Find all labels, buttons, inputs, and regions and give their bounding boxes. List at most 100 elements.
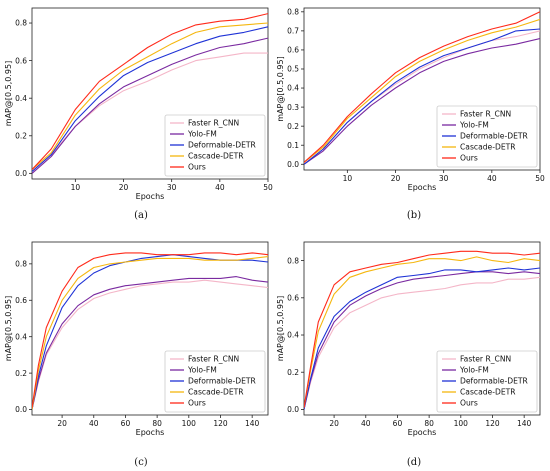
y-tick-label: 0.8 xyxy=(15,260,27,269)
y-tick-label: 0.0 xyxy=(287,405,299,414)
x-tick-label: 60 xyxy=(121,419,131,428)
series-line-cascade-detr xyxy=(304,18,540,163)
panel-caption: (b) xyxy=(407,210,421,221)
legend-label: Yolo-FM xyxy=(459,121,489,130)
y-tick-label: 0.0 xyxy=(15,169,27,178)
x-axis-label: Epochs xyxy=(408,183,437,192)
y-tick-label: 0.8 xyxy=(287,8,299,17)
y-tick-label: 0.2 xyxy=(287,368,299,377)
series-line-cascade-detr xyxy=(304,256,540,408)
chart-panel-b: 0.0 0.1 0.2 0.3 0.4 0.5 0.6 0.7 0.8 10 20 30 40 50 Epo… xyxy=(276,8,545,221)
legend-label: Deformable-DETR xyxy=(460,132,529,141)
x-tick-label: 20 xyxy=(57,419,67,428)
series-line-deformable-detr xyxy=(32,26,268,172)
x-tick-label: 120 xyxy=(485,419,500,428)
legend-label: Ours xyxy=(460,154,478,163)
legend-box xyxy=(436,350,538,413)
y-tick-label: 0.4 xyxy=(15,94,27,103)
x-tick-label: 20 xyxy=(391,174,401,183)
x-tick-label: 140 xyxy=(517,419,532,428)
y-tick-label: 0.2 xyxy=(15,131,27,140)
x-tick-label: 20 xyxy=(119,183,129,192)
legend-label: Faster R_CNN xyxy=(460,110,511,119)
legend-label: Ours xyxy=(460,399,478,408)
x-tick-label: 40 xyxy=(89,419,99,428)
y-axis-label: mAP@[0.5,0.95] xyxy=(4,296,13,361)
series-line-yolo-fm xyxy=(304,37,540,165)
x-tick-label: 60 xyxy=(393,419,403,428)
y-tick-label: 0.7 xyxy=(287,27,299,36)
legend-label: Cascade-DETR xyxy=(460,143,516,152)
y-tick-label: 0.0 xyxy=(287,160,299,169)
x-tick-label: 50 xyxy=(263,183,273,192)
x-tick-label: 80 xyxy=(152,419,162,428)
legend-box xyxy=(436,105,538,168)
y-tick-label: 0.6 xyxy=(15,56,27,65)
y-axis-label: mAP@[0.5,0.95] xyxy=(276,296,285,361)
x-tick-label: 100 xyxy=(454,419,469,428)
x-tick-label: 10 xyxy=(71,183,81,192)
y-tick-label: 0.2 xyxy=(287,122,299,131)
series-line-yolo-fm xyxy=(32,276,268,410)
y-tick-label: 0.3 xyxy=(287,103,299,112)
y-tick-label: 0.4 xyxy=(287,331,299,340)
legend-box xyxy=(164,114,266,177)
legend-label: Yolo-FM xyxy=(187,366,217,375)
panel-caption: (d) xyxy=(407,457,421,468)
x-tick-label: 40 xyxy=(215,183,225,192)
y-tick-label: 0.2 xyxy=(15,369,27,378)
legend-label: Deformable-DETR xyxy=(188,141,257,150)
series-line-yolo-fm xyxy=(304,271,540,410)
series-line-faster-r-cnn xyxy=(32,279,268,410)
series-line-cascade-detr xyxy=(32,256,268,410)
y-tick-label: 0.6 xyxy=(15,296,27,305)
panel-caption: (c) xyxy=(134,457,148,468)
legend-label: Deformable-DETR xyxy=(188,377,257,386)
legend-box xyxy=(164,350,266,413)
series-line-yolo-fm xyxy=(32,37,268,174)
legend-label: Yolo-FM xyxy=(459,366,489,375)
legend-label: Faster R_CNN xyxy=(460,355,511,364)
x-tick-label: 30 xyxy=(439,174,449,183)
chart-panel-d: 0.0 0.2 0.4 0.6 0.8 20 40 60 80 100 120 140 Epochs mA… xyxy=(276,241,541,468)
series-line-cascade-detr xyxy=(32,22,268,171)
x-axis-label: Epochs xyxy=(408,428,437,437)
series-line-deformable-detr xyxy=(304,28,540,165)
y-tick-label: 0.8 xyxy=(287,256,299,265)
chart-panel-c: 0.0 0.2 0.4 0.6 0.8 20 40 60 80 100 120 140 Epochs mA… xyxy=(4,241,269,468)
x-axis-label: Epochs xyxy=(136,192,165,201)
x-tick-label: 20 xyxy=(329,419,339,428)
series-line-deformable-detr xyxy=(304,267,540,410)
y-tick-label: 0.6 xyxy=(287,46,299,55)
legend-label: Ours xyxy=(188,163,206,172)
x-tick-label: 40 xyxy=(361,419,371,428)
chart-panel-a: 0.0 0.2 0.4 0.6 0.8 10 20 30 40 50 Epochs mAP@[0.5,… xyxy=(4,7,273,221)
y-tick-label: 0.8 xyxy=(15,19,27,28)
legend-label: Cascade-DETR xyxy=(460,388,516,397)
x-tick-label: 10 xyxy=(343,174,353,183)
x-tick-label: 50 xyxy=(535,174,545,183)
series-line-ours xyxy=(304,250,540,408)
series-line-faster-r-cnn xyxy=(304,276,540,410)
x-tick-label: 100 xyxy=(182,419,197,428)
y-tick-label: 0.0 xyxy=(15,405,27,414)
x-tick-label: 40 xyxy=(487,174,497,183)
y-tick-label: 0.1 xyxy=(287,141,299,150)
series-line-ours xyxy=(304,11,540,163)
y-axis-label: mAP@[0.5,0.95] xyxy=(276,56,285,121)
x-tick-label: 140 xyxy=(245,419,260,428)
y-tick-label: 0.4 xyxy=(15,332,27,341)
panel-caption: (a) xyxy=(134,210,148,221)
x-tick-label: 120 xyxy=(213,419,228,428)
x-tick-label: 30 xyxy=(167,183,177,192)
legend-label: Faster R_CNN xyxy=(188,355,239,364)
y-axis-label: mAP@[0.5,0.95] xyxy=(4,61,13,126)
legend-label: Faster R_CNN xyxy=(188,119,239,128)
x-tick-label: 80 xyxy=(424,419,434,428)
series-line-ours xyxy=(32,13,268,170)
y-tick-label: 0.5 xyxy=(287,65,299,74)
series-line-ours xyxy=(32,252,268,408)
legend-label: Ours xyxy=(188,399,206,408)
legend-label: Yolo-FM xyxy=(187,130,217,139)
